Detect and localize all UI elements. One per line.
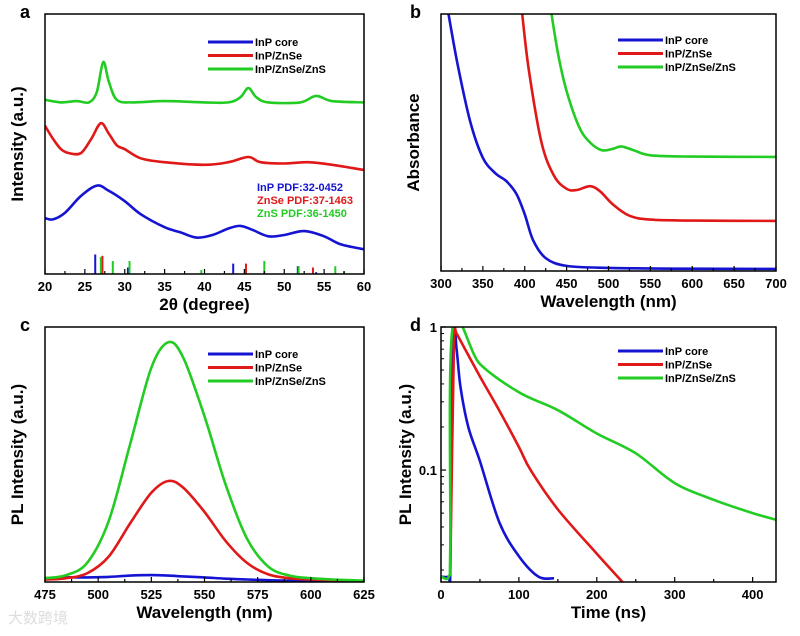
legend-item: InP/ZnSe/ZnS (208, 376, 326, 388)
x-tick-label: 525 (140, 587, 162, 602)
legend-label: InP core (255, 37, 298, 49)
x-tick-label: 40 (197, 279, 211, 294)
x-tick-label: 25 (78, 279, 92, 294)
y-axis-title: PL Intensity (a.u.) (396, 384, 415, 525)
series-line (447, 14, 776, 271)
legend-label: InP/ZnSe (665, 49, 712, 61)
legend-label: InP/ZnSe/ZnS (665, 373, 736, 385)
panel-d: d 0 100 200 300 400 1 0.1 Time (ns) PL Intensity … (396, 315, 777, 622)
series-line (45, 60, 364, 105)
x-tick-label: 350 (472, 276, 494, 291)
panel-letter: d (410, 315, 421, 335)
x-tick-label: 550 (194, 587, 216, 602)
legend-item: InP core (208, 37, 298, 49)
y-axis-title: PL Intensity (a.u.) (8, 384, 27, 525)
x-axis-title: Time (ns) (571, 603, 646, 622)
panel-b: b 300 350 400 450 500 550 600 650 700 Wavelength (… (404, 2, 787, 311)
legend-label: InP/ZnSe (665, 360, 712, 372)
y-axis-title: Intensity (a.u.) (8, 86, 27, 201)
watermark: 大数跨境 (8, 609, 68, 627)
plot-frame (440, 326, 777, 583)
x-axis-title: Wavelength (nm) (136, 603, 272, 622)
x-tick-label: 20 (38, 279, 52, 294)
plot-frame (44, 13, 365, 275)
x-tick-label: 400 (742, 587, 764, 602)
legend-label: InP/ZnSe/ZnS (255, 376, 326, 388)
x-tick-label: 45 (237, 279, 251, 294)
x-tick-label: 400 (514, 276, 536, 291)
plot-frame (44, 326, 365, 583)
x-tick-label: 200 (586, 587, 608, 602)
x-tick-label: 575 (247, 587, 269, 602)
x-tick-label: 600 (300, 587, 322, 602)
legend-item: InP/ZnSe/ZnS (208, 64, 326, 76)
x-tick-label: 625 (353, 587, 375, 602)
x-axis-title: 2θ (degree) (159, 295, 249, 314)
panel-letter: c (20, 315, 30, 335)
x-tick-label: 500 (87, 587, 109, 602)
legend-label: InP core (665, 35, 708, 47)
series-line (45, 121, 364, 172)
panel-letter: a (20, 2, 31, 22)
legend-item: InP/ZnSe/ZnS (618, 62, 736, 74)
panel-c: c 475 500 525 550 575 600 625 Wavelength (nm) PL … (8, 315, 375, 622)
x-tick-label: 300 (664, 587, 686, 602)
legend-item: InP/ZnSe (618, 360, 712, 372)
reference-label: ZnSe PDF:37-1463 (257, 195, 353, 207)
x-tick-label: 30 (118, 279, 132, 294)
legend-item: InP/ZnSe (618, 49, 712, 61)
panel-letter: b (410, 2, 421, 22)
y-tick-label: 1 (430, 320, 437, 335)
x-tick-label: 35 (157, 279, 171, 294)
plot-frame (440, 13, 777, 272)
x-tick-label: 300 (430, 276, 452, 291)
legend-item: InP core (618, 35, 708, 47)
x-axis-title: Wavelength (nm) (540, 292, 676, 311)
legend-item: InP core (618, 346, 708, 358)
series-line (441, 327, 555, 582)
x-tick-label: 50 (277, 279, 291, 294)
y-tick-label: 0.1 (419, 463, 437, 478)
legend-item: InP/ZnSe/ZnS (618, 373, 736, 385)
series-line (449, 327, 624, 582)
legend-label: InP/ZnSe/ZnS (665, 62, 736, 74)
reference-label: ZnS PDF:36-1450 (257, 208, 347, 220)
x-tick-label: 0 (437, 587, 444, 602)
series-line (441, 327, 776, 581)
x-tick-label: 600 (681, 276, 703, 291)
legend-label: InP/ZnSe (255, 363, 302, 375)
series-line (550, 14, 776, 159)
x-tick-label: 450 (556, 276, 578, 291)
x-tick-label: 650 (723, 276, 745, 291)
series-line (45, 184, 364, 251)
x-tick-label: 55 (317, 279, 331, 294)
x-tick-label: 500 (598, 276, 620, 291)
legend-item: InP/ZnSe (208, 363, 302, 375)
reference-label: InP PDF:32-0452 (257, 182, 343, 194)
x-tick-label: 100 (508, 587, 530, 602)
series-line (520, 14, 776, 223)
legend-label: InP core (255, 349, 298, 361)
legend-label: InP/ZnSe (255, 51, 302, 63)
series-line (45, 479, 364, 582)
series-line (45, 340, 364, 582)
x-tick-label: 550 (640, 276, 662, 291)
y-axis-title: Absorbance (404, 93, 423, 191)
legend-label: InP core (665, 346, 708, 358)
legend-item: InP core (208, 349, 298, 361)
legend-label: InP/ZnSe/ZnS (255, 64, 326, 76)
x-tick-label: 60 (357, 279, 371, 294)
x-tick-label: 475 (34, 587, 56, 602)
x-tick-label: 700 (765, 276, 787, 291)
legend-item: InP/ZnSe (208, 51, 302, 63)
